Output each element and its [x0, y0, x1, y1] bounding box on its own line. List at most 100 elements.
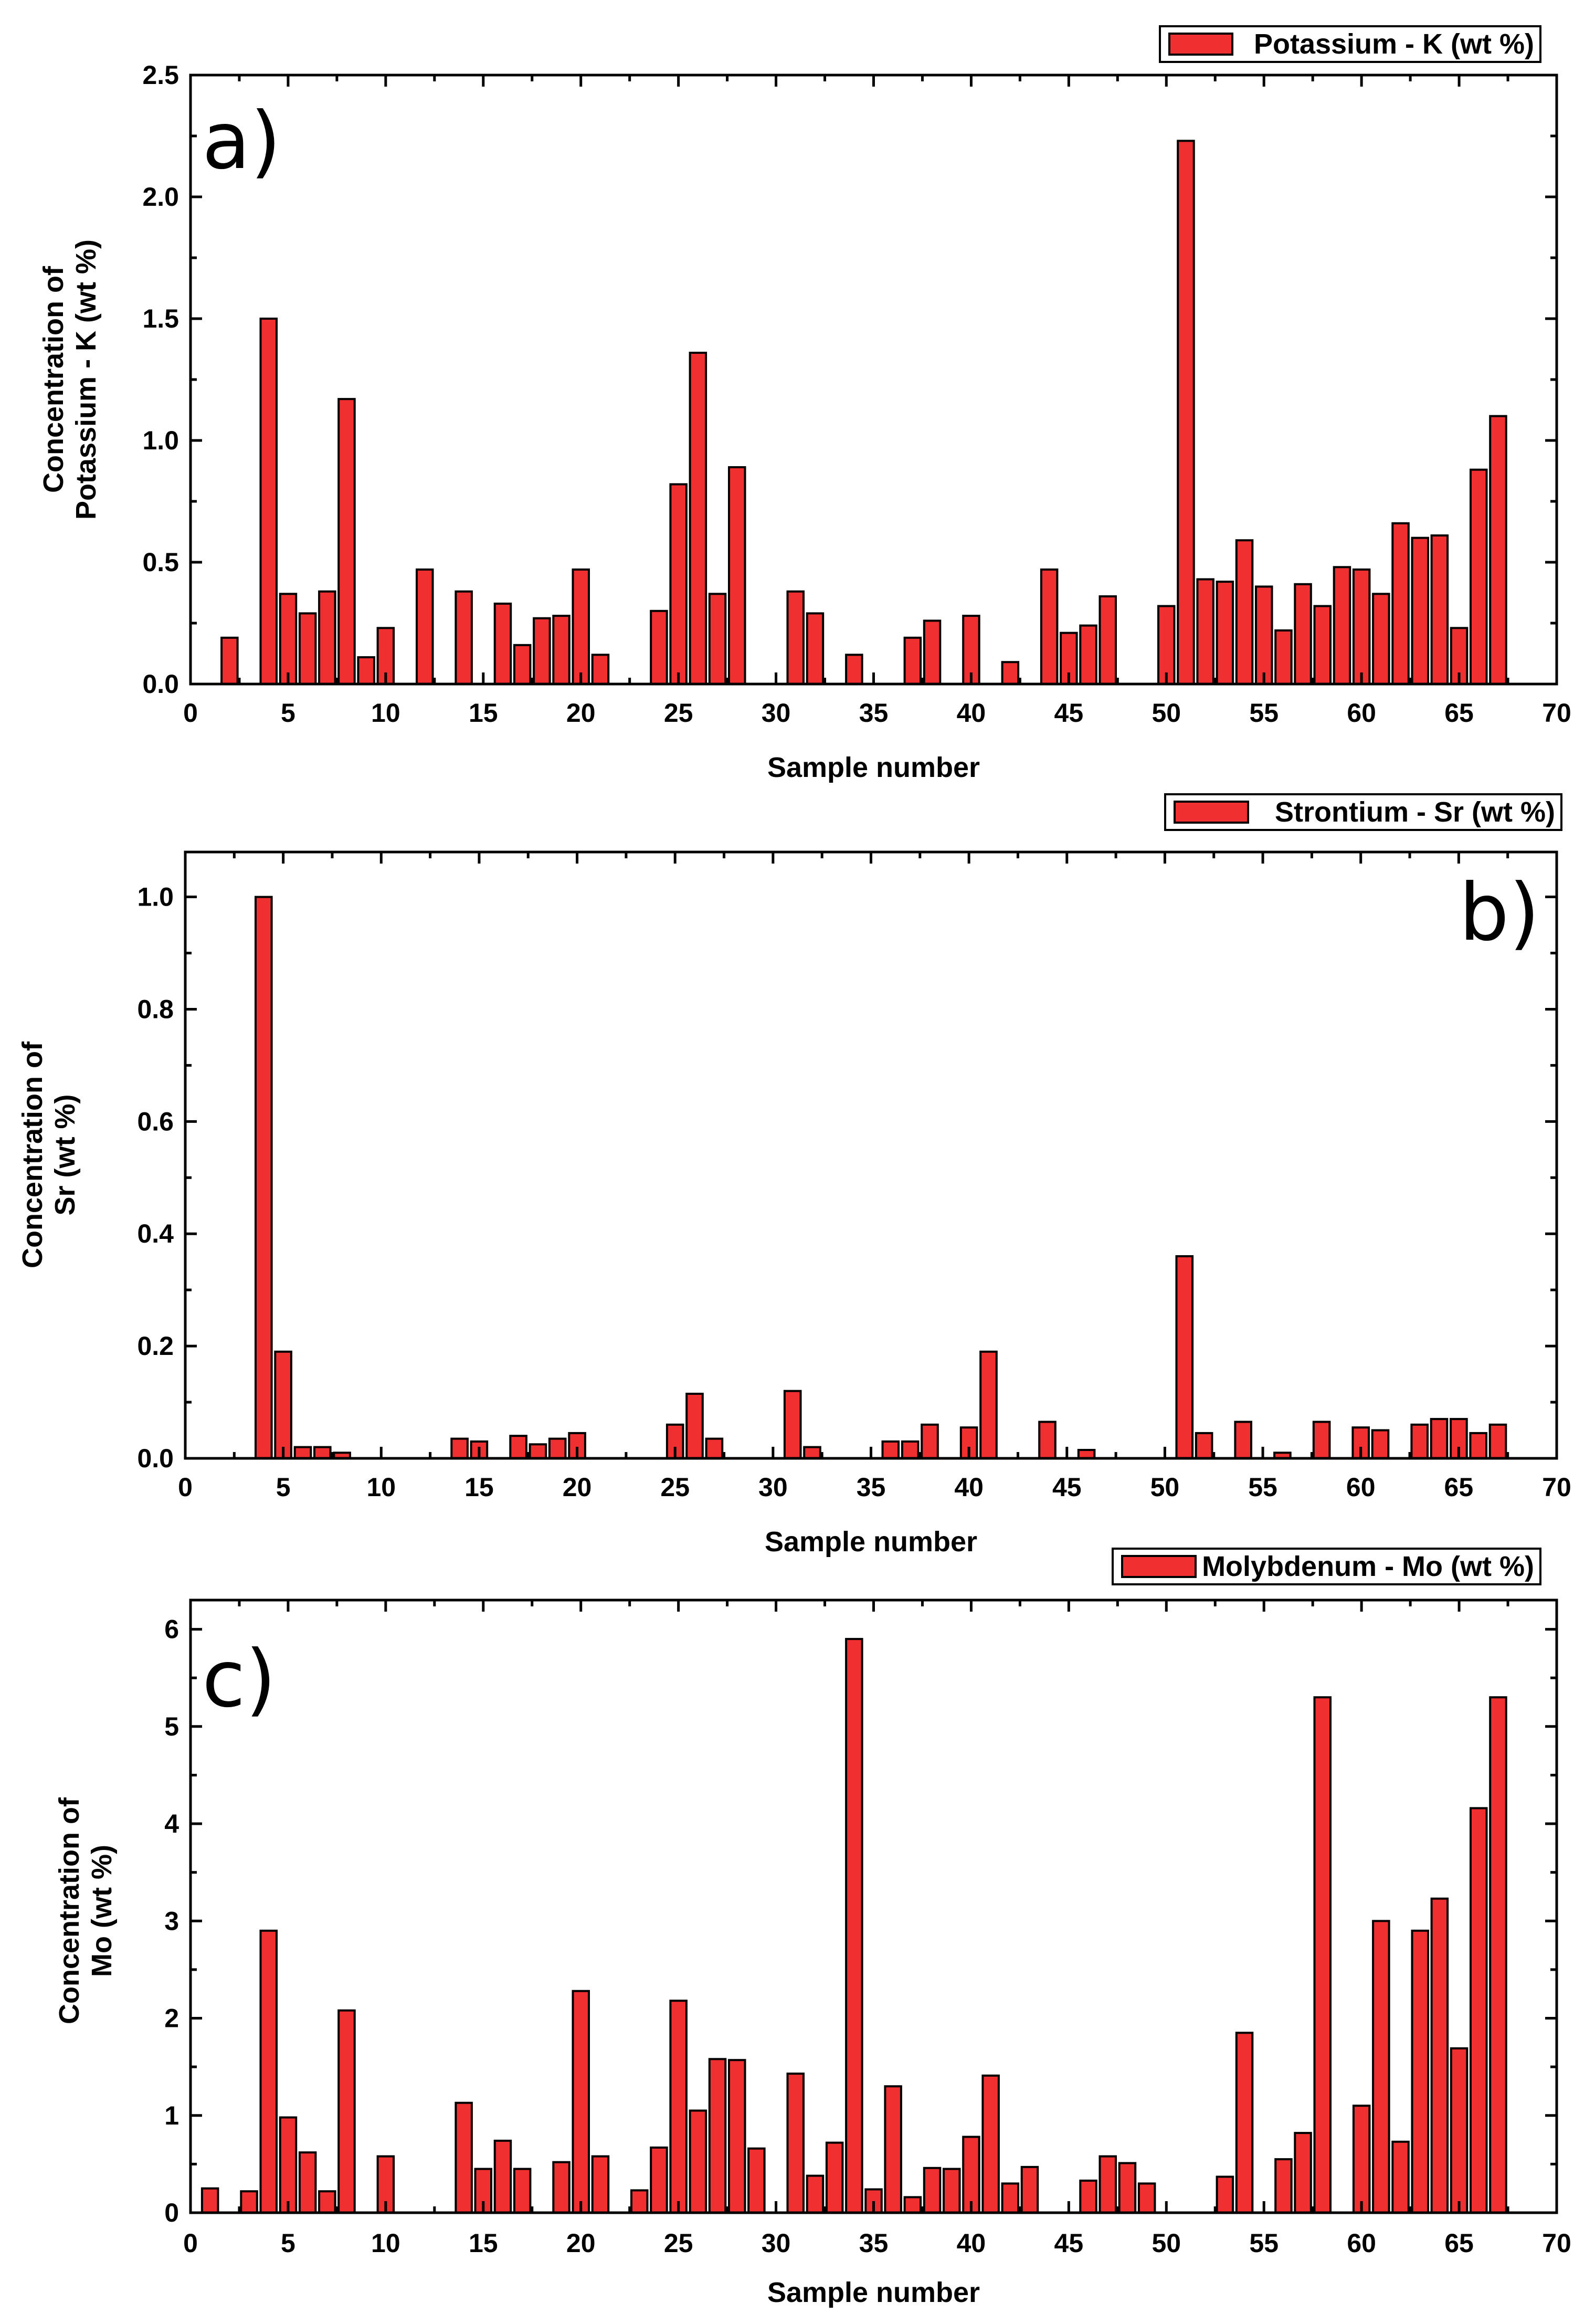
bar-sample-58	[1313, 1696, 1332, 2214]
y-tick-label: 0	[164, 2198, 179, 2227]
x-axis-title: Sample number	[767, 752, 980, 783]
x-axis-title: Sample number	[765, 1526, 977, 1558]
bar-sample-17	[513, 644, 532, 686]
x-tick-label: 70	[1542, 698, 1571, 728]
bar-sample-37	[903, 2196, 922, 2214]
chart-panel-a: 0 5 10 15 20 25 30 35 40 45 50 55 60 65 70 0.0 0.5 1.0 1.5…	[38, 25, 1571, 783]
bar-sample-31	[783, 1390, 802, 1459]
bar-sample-54	[1235, 2032, 1254, 2214]
panel-label: c)	[202, 1634, 276, 1725]
bar-sample-8	[337, 2009, 356, 2214]
bar-sample-20	[572, 568, 590, 686]
bar-sample-57	[1294, 583, 1312, 686]
bar-sample-52	[1195, 1432, 1213, 1459]
bar-sample-27	[708, 2058, 727, 2214]
y-axis-title-line: Sr (wt %)	[49, 1094, 81, 1215]
plot-frame	[184, 850, 1558, 1460]
bar-sample-36	[884, 2085, 902, 2214]
x-tick-label: 40	[957, 2228, 986, 2258]
y-axis-title-line: Concentration of	[17, 1041, 48, 1268]
bar-sample-41	[979, 1350, 998, 1460]
bar-sample-21	[591, 2155, 610, 2214]
x-tick-label: 0	[183, 2228, 198, 2258]
legend-swatch	[1168, 33, 1233, 56]
y-axis-title: Concentration of Mo (wt %)	[54, 1797, 118, 2024]
y-tick-label: 0.5	[142, 548, 179, 577]
bar-sample-7	[313, 1446, 332, 1460]
bar-sample-38	[923, 2167, 942, 2214]
x-tick-label: 15	[469, 2228, 498, 2258]
legend-swatch	[1121, 1555, 1197, 1578]
y-tick-label: 1.0	[142, 426, 179, 455]
y-tick-label: 0.8	[137, 994, 174, 1024]
y-axis-title-line: Mo (wt %)	[86, 1845, 118, 1977]
legend: Molybdenum - Mo (wt %)	[1112, 1548, 1541, 1585]
bar-sample-18	[529, 1443, 547, 1460]
bar-sample-54	[1235, 539, 1254, 685]
y-axis-title-line: Concentration of	[38, 266, 69, 493]
bar-sample-51	[1177, 140, 1195, 685]
x-tick-label: 35	[857, 1473, 886, 1502]
x-tick-label: 45	[1054, 2228, 1084, 2258]
bar-sample-54	[1234, 1421, 1252, 1459]
x-tick-label: 40	[954, 1473, 984, 1502]
bar-sample-57	[1294, 2132, 1312, 2214]
plot-frame	[189, 73, 1558, 686]
bar-sample-48	[1118, 2162, 1137, 2214]
bar-sample-32	[803, 1446, 821, 1460]
bar-sample-14	[450, 1437, 469, 1460]
bar-sample-47	[1098, 595, 1117, 685]
bar-sample-56	[1274, 2158, 1293, 2214]
bar-sample-2	[220, 636, 239, 686]
x-tick-label: 25	[664, 2228, 693, 2258]
bar-sample-49	[1137, 2182, 1156, 2214]
x-tick-label: 10	[371, 2228, 400, 2258]
bar-sample-19	[548, 1437, 567, 1460]
bar-sample-27	[705, 1437, 724, 1460]
bar-sample-42	[1001, 661, 1020, 685]
y-tick-label: 0.4	[137, 1219, 174, 1248]
y-tick-label: 0.0	[137, 1444, 174, 1473]
x-tick-label: 40	[957, 698, 986, 728]
x-tick-label: 30	[762, 2228, 791, 2258]
bar-sample-65	[1450, 2047, 1469, 2214]
bar-sample-7	[318, 2190, 336, 2214]
bar-sample-46	[1079, 2179, 1097, 2214]
bar-sample-64	[1430, 1418, 1449, 1460]
bar-sample-67	[1489, 415, 1507, 685]
bar-sample-1	[200, 2187, 219, 2214]
bar-sample-50	[1157, 605, 1176, 685]
bar-sample-4	[259, 318, 278, 685]
bar-sample-37	[903, 636, 922, 686]
x-tick-label: 70	[1542, 2228, 1571, 2258]
y-tick-label: 0.2	[137, 1331, 174, 1361]
x-tick-label: 50	[1152, 2228, 1181, 2258]
bar-sample-16	[493, 2139, 512, 2214]
bar-sample-7	[318, 590, 336, 685]
bar-sample-28	[728, 2059, 746, 2214]
bar-sample-6	[298, 612, 317, 686]
bar-sample-31	[786, 590, 805, 685]
bar-sample-66	[1469, 1432, 1487, 1459]
bar-sample-51	[1175, 1255, 1194, 1459]
bar-sample-63	[1411, 1929, 1429, 2214]
bar-sample-17	[509, 1435, 527, 1459]
x-axis-title: Sample number	[767, 2277, 980, 2308]
chart-panel-b: 0 5 10 15 20 25 30 35 40 45 50 55 60 65 70 0.0 0.2 0.4 0.6…	[17, 793, 1571, 1558]
y-tick-label: 3	[164, 1906, 179, 1936]
bar-sample-27	[708, 593, 727, 686]
legend-label: Potassium - K (wt %)	[1254, 28, 1534, 60]
bar-sample-59	[1333, 566, 1351, 686]
bar-sample-60	[1352, 568, 1371, 686]
bar-sample-26	[689, 352, 707, 685]
y-tick-label: 1	[164, 2101, 179, 2130]
y-tick-label: 6	[164, 1615, 179, 1644]
y-axis-title: Concentration of Sr (wt %)	[17, 1041, 81, 1268]
bar-sample-60	[1352, 2105, 1371, 2214]
bar-sample-38	[921, 1423, 939, 1460]
x-tick-label: 60	[1347, 2228, 1376, 2258]
y-axis-title: Concentration of Potassium - K (wt %)	[38, 239, 102, 520]
bar-sample-47	[1098, 2155, 1117, 2214]
y-tick-label: 1.0	[137, 882, 174, 912]
x-tick-label: 25	[660, 1473, 690, 1502]
